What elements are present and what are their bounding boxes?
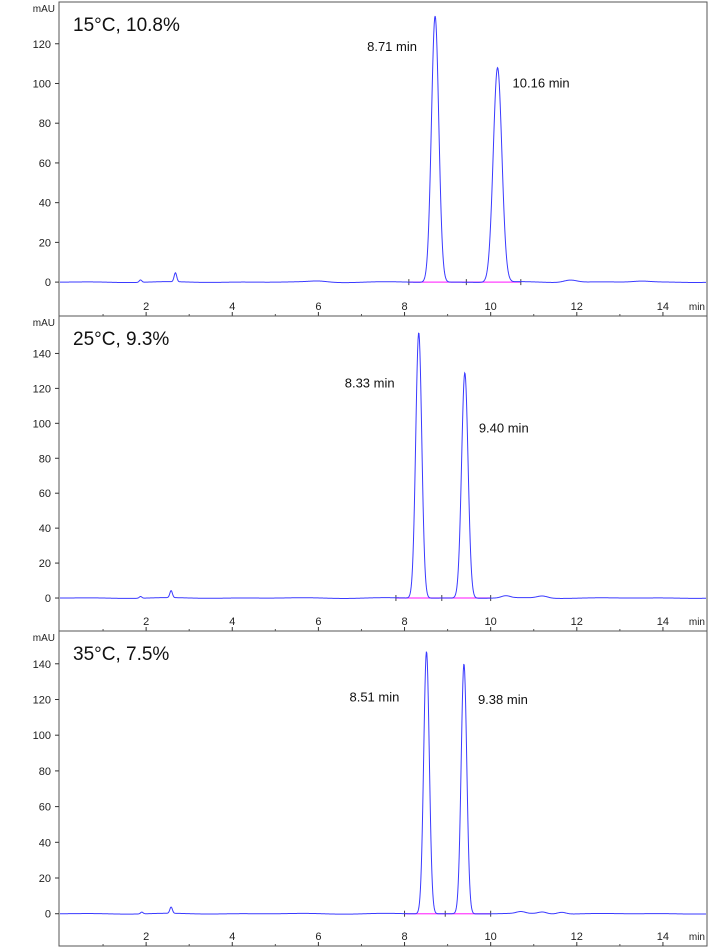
- x-axis-label: min: [689, 617, 705, 628]
- y-tick-label: 120: [33, 39, 51, 51]
- x-tick-label: 4: [229, 931, 235, 943]
- x-tick-label: 8: [401, 301, 407, 313]
- y-axis-label: mAU: [33, 633, 55, 644]
- panel-title: 15°C, 10.8%: [73, 15, 180, 36]
- y-tick-label: 40: [39, 198, 51, 210]
- y-tick-label: 60: [39, 802, 51, 814]
- x-axis-label: min: [689, 302, 705, 313]
- x-tick-label: 14: [657, 931, 669, 943]
- y-tick-label: 100: [33, 730, 51, 742]
- y-tick-label: 0: [45, 593, 51, 605]
- x-tick-label: 2: [143, 301, 149, 313]
- x-tick-label: 4: [229, 616, 235, 628]
- panel-frame: [58, 630, 708, 947]
- x-tick-label: 2: [143, 616, 149, 628]
- y-tick-label: 80: [39, 453, 51, 465]
- panel-title: 25°C, 9.3%: [73, 329, 169, 350]
- x-tick-label: 10: [485, 301, 497, 313]
- y-tick-label: 60: [39, 488, 51, 500]
- y-axis-label: mAU: [33, 318, 55, 329]
- y-tick-label: 100: [33, 78, 51, 90]
- chart-panel-3: 0 20 40 60 80 100 120 140 mAU 2 4 6 8 10 12 14 min 35°C, …: [33, 630, 708, 947]
- y-tick-label: 40: [39, 837, 51, 849]
- signal-trace: [60, 332, 707, 599]
- x-tick-label: 8: [401, 616, 407, 628]
- y-tick-label: 120: [33, 694, 51, 706]
- signal-trace: [60, 651, 707, 915]
- y-tick-label: 140: [33, 659, 51, 671]
- x-tick-label: 2: [143, 931, 149, 943]
- x-tick-label: 14: [657, 301, 669, 313]
- x-tick-label: 14: [657, 616, 669, 628]
- panel-title: 35°C, 7.5%: [73, 644, 169, 665]
- signal-trace: [60, 15, 707, 284]
- peak-label: 8.71 min: [367, 39, 417, 54]
- y-tick-label: 120: [33, 383, 51, 395]
- x-tick-label: 12: [571, 301, 583, 313]
- y-tick-label: 40: [39, 523, 51, 535]
- y-tick-label: 20: [39, 237, 51, 249]
- x-axis-label: min: [689, 932, 705, 943]
- y-tick-label: 80: [39, 766, 51, 778]
- y-tick-label: 0: [45, 909, 51, 921]
- y-tick-label: 20: [39, 558, 51, 570]
- y-tick-label: 20: [39, 873, 51, 885]
- y-tick-label: 0: [45, 277, 51, 289]
- x-tick-label: 8: [401, 931, 407, 943]
- peak-label: 8.33 min: [345, 375, 395, 390]
- y-tick-label: 80: [39, 118, 51, 130]
- x-tick-label: 10: [485, 616, 497, 628]
- x-tick-label: 6: [315, 931, 321, 943]
- x-tick-label: 4: [229, 301, 235, 313]
- peak-label: 9.38 min: [478, 692, 528, 707]
- chart-panel-1: 0 20 40 60 80 100 120 mAU 2 4 6 8 10 12 14 min 15°C, 10.…: [33, 1, 708, 317]
- y-axis-label: mAU: [33, 4, 55, 15]
- y-tick-label: 140: [33, 348, 51, 360]
- x-tick-label: 10: [485, 931, 497, 943]
- x-tick-label: 12: [571, 616, 583, 628]
- y-tick-label: 100: [33, 418, 51, 430]
- x-tick-label: 6: [315, 301, 321, 313]
- peak-label: 8.51 min: [349, 689, 399, 704]
- peak-label: 10.16 min: [513, 76, 570, 91]
- peak-label: 9.40 min: [479, 421, 529, 436]
- y-tick-label: 60: [39, 158, 51, 170]
- x-tick-label: 6: [315, 616, 321, 628]
- x-tick-label: 12: [571, 931, 583, 943]
